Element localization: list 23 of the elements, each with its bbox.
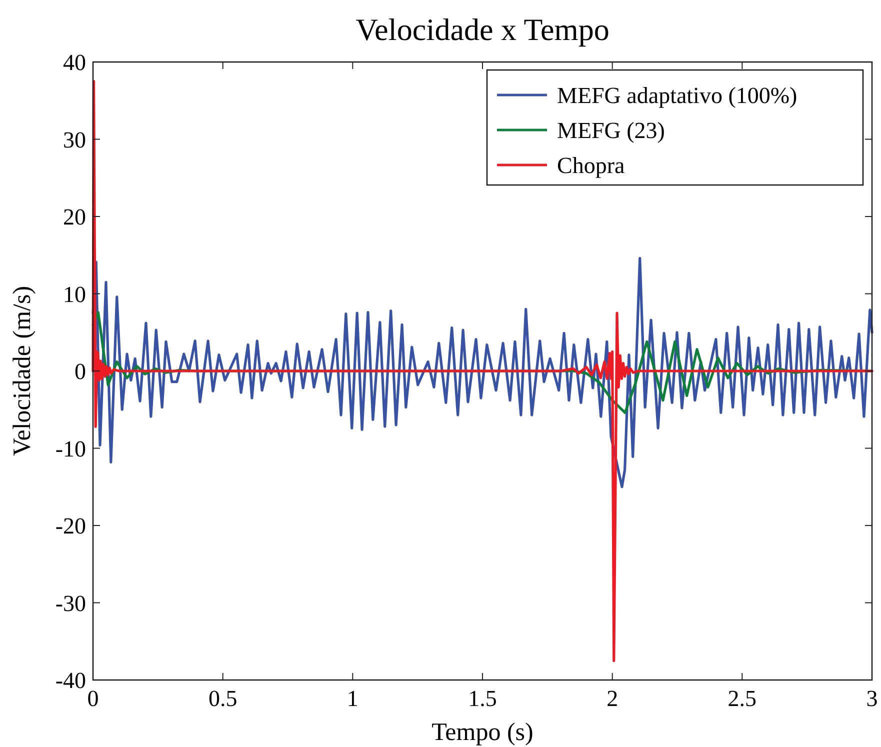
y-tick-label: 30 (63, 127, 86, 152)
y-tick-label: -20 (55, 514, 86, 538)
legend-label: Chopra (557, 153, 625, 178)
chart-title: Velocidade x Tempo (356, 12, 610, 47)
x-tick-label: 2.5 (728, 686, 757, 711)
legend-label: MEFG adaptativo (100%) (557, 83, 798, 108)
y-tick-label: 0 (74, 359, 86, 384)
y-tick-label: 10 (63, 282, 86, 307)
x-tick-label: 1.5 (468, 686, 497, 711)
x-tick-label: 3 (866, 686, 878, 711)
x-tick-label: 2 (606, 686, 618, 711)
line-series (92, 256, 874, 488)
legend-label: MEFG (23) (557, 118, 665, 143)
y-axis-title: Velocidade (m/s) (9, 286, 36, 456)
y-tick-label: -10 (55, 436, 86, 462)
y-tick-label: -30 (55, 590, 86, 616)
x-axis-title: Tempo (s) (432, 719, 534, 746)
y-tick-label: 40 (63, 50, 86, 75)
y-tick-label: 20 (63, 204, 86, 230)
x-tick-label: 1 (346, 686, 358, 711)
y-tick-label: -40 (55, 668, 86, 693)
x-tick-label: 0.5 (208, 686, 238, 711)
line-series (92, 80, 874, 662)
